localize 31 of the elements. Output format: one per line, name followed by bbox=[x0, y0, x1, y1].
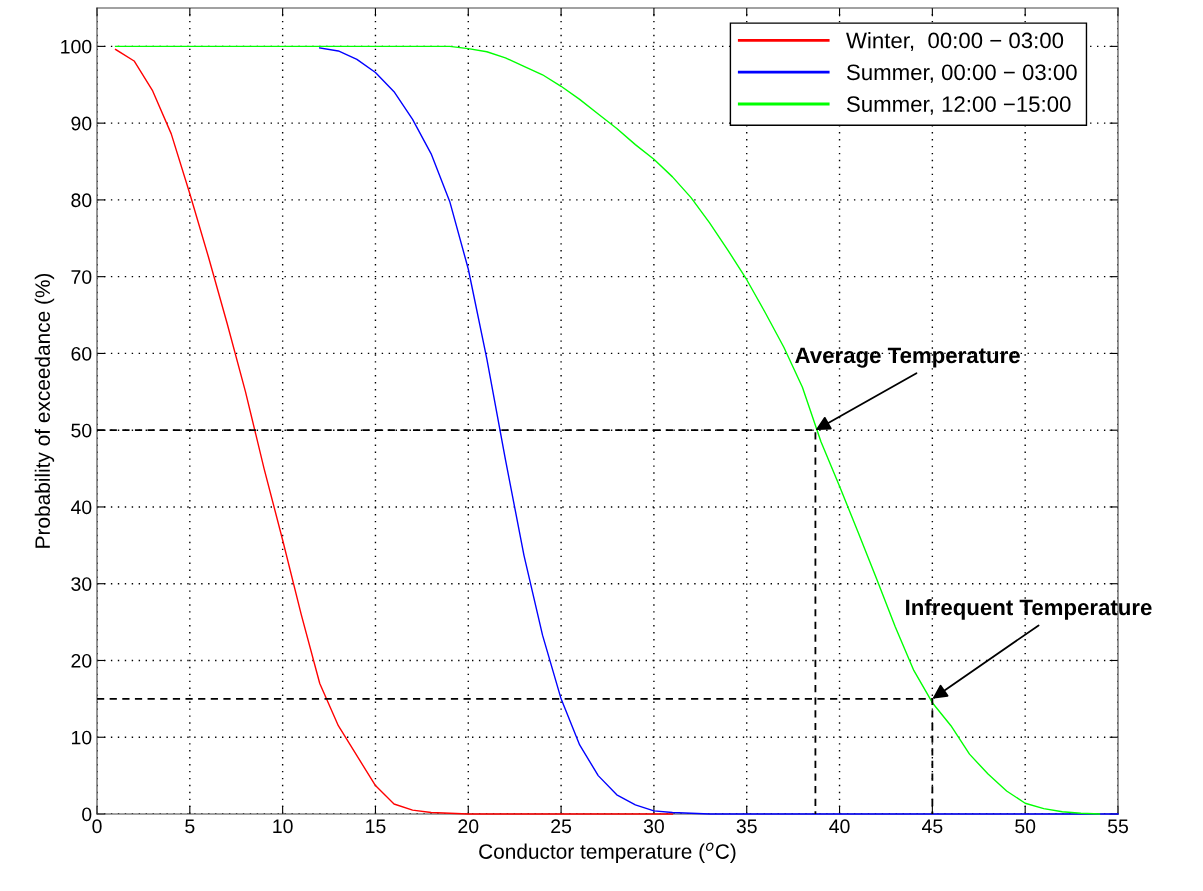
legend-label: Winter, 00:00 − 03:00 bbox=[846, 32, 1064, 51]
y-tick-label: 30 bbox=[71, 577, 92, 591]
x-tick-label: 55 bbox=[1107, 819, 1128, 834]
annotation: Infrequent Temperature bbox=[906, 598, 1152, 620]
y-tick-label: 70 bbox=[71, 270, 92, 284]
y-tick-label: 50 bbox=[71, 423, 92, 438]
y-tick-label: 20 bbox=[71, 653, 92, 668]
x-tick-label: 25 bbox=[551, 819, 572, 834]
x-tick-label: 35 bbox=[736, 819, 757, 834]
x-axis-title: Conductor temperature ($^{o}$C) bbox=[479, 842, 736, 864]
y-axis-title: Probability of exceedance (%) bbox=[34, 273, 55, 548]
x-tick-label: 10 bbox=[273, 819, 293, 834]
legend-label: Summer, 12:00 −15:00 bbox=[846, 96, 1071, 115]
y-tick-label: 60 bbox=[71, 346, 92, 361]
x-tick-label: 20 bbox=[458, 819, 479, 834]
y-tick-label: 40 bbox=[70, 500, 92, 515]
x-tick-label: 40 bbox=[829, 819, 850, 834]
y-tick-label: 90 bbox=[71, 116, 92, 131]
y-tick-label: 0 bbox=[82, 807, 92, 822]
legend-label: Summer, 00:00 − 03:00 bbox=[846, 64, 1077, 83]
y-tick-label: 80 bbox=[71, 193, 92, 208]
y-tick-label: 100 bbox=[61, 39, 92, 54]
y-tick-label: 10 bbox=[72, 730, 92, 745]
x-tick-label: 5 bbox=[185, 819, 195, 834]
x-tick-label: 30 bbox=[643, 819, 664, 834]
x-tick-label: 50 bbox=[1015, 819, 1036, 834]
x-tick-label: 45 bbox=[922, 819, 943, 834]
annotation: Average Temperature bbox=[795, 347, 1020, 368]
x-tick-label: 0 bbox=[92, 819, 102, 834]
x-tick-label: 15 bbox=[366, 819, 386, 834]
line-series bbox=[114, 48, 674, 815]
